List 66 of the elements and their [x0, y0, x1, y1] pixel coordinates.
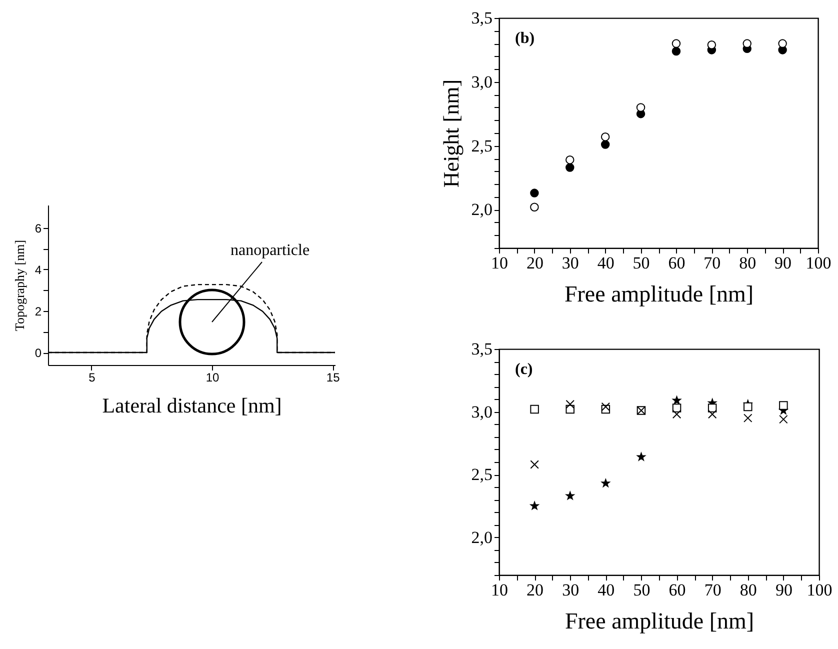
- y-tick-label: 0: [34, 346, 42, 360]
- x-axis-title: Free amplitude [nm]: [564, 608, 754, 634]
- y-tick-label: 2,0: [471, 200, 492, 220]
- x-tick-label: 15: [326, 370, 340, 384]
- point: [530, 188, 539, 198]
- point: [744, 402, 752, 412]
- y-tick-label: 2,5: [471, 465, 492, 484]
- x-tick-label: 80: [740, 580, 757, 600]
- x-axis-title: Free amplitude [nm]: [564, 282, 754, 306]
- point: [672, 46, 681, 56]
- y-axis-title: Height [nm]: [438, 79, 464, 188]
- point: [707, 40, 716, 50]
- point: [601, 478, 610, 487]
- point: [672, 410, 682, 419]
- point: [530, 404, 539, 414]
- x-tick-label: 5: [88, 370, 96, 384]
- x-tick-label: 30: [562, 254, 579, 272]
- point: [566, 163, 574, 172]
- point: [566, 400, 574, 409]
- annotation: nanoparticle: [230, 242, 310, 259]
- y-tick-label: 3,0: [471, 72, 492, 92]
- point: [600, 140, 610, 149]
- point: [672, 396, 681, 404]
- y-tick-label: 3,5: [471, 340, 492, 358]
- y-tick-label: 3,0: [471, 402, 492, 422]
- point: [779, 414, 788, 424]
- point: [742, 39, 752, 48]
- x-tick-label: 40: [598, 580, 615, 600]
- y-tick-label: 6: [34, 221, 42, 236]
- x-tick-label: 90: [775, 580, 792, 600]
- x-tick-label: 100: [806, 254, 832, 272]
- x-tick-label: 30: [562, 580, 580, 600]
- x-tick-label: 40: [597, 254, 614, 272]
- point: [708, 404, 717, 412]
- x-tick-label: 60: [668, 580, 686, 600]
- x-tick-label: 70: [704, 580, 722, 600]
- x-tick-label: 20: [526, 580, 544, 600]
- y-tick-label: 4: [34, 262, 42, 277]
- x-tick-label: 50: [632, 254, 650, 272]
- x-tick-label: 10: [206, 370, 220, 384]
- point: [530, 502, 539, 510]
- x-tick-label: 10: [491, 580, 508, 600]
- y-tick-label: 2,0: [471, 528, 492, 547]
- x-tick-label: 10: [491, 254, 508, 272]
- x-tick-label: 100: [806, 580, 832, 600]
- annotation: (b): [515, 30, 535, 47]
- point: [637, 452, 646, 461]
- y-tick-label: 2: [34, 304, 42, 318]
- x-tick-label: 70: [704, 254, 721, 272]
- x-tick-label: 50: [633, 580, 650, 600]
- point: [779, 401, 788, 410]
- point: [672, 404, 682, 412]
- point: [744, 414, 752, 422]
- y-tick-label: 3,5: [471, 8, 492, 28]
- annotation: (c): [515, 361, 533, 378]
- point: [530, 460, 539, 469]
- point: [708, 410, 717, 419]
- x-tick-label: 60: [668, 254, 686, 272]
- point: [566, 492, 574, 500]
- x-tick-label: 90: [774, 254, 792, 272]
- x-axis-title: Lateral distance [nm]: [102, 394, 282, 418]
- x-tick-label: 80: [739, 254, 756, 272]
- x-tick-label: 20: [526, 254, 544, 272]
- point: [601, 402, 610, 412]
- y-tick-label: 2,5: [471, 136, 492, 156]
- y-axis-title: Topography [nm]: [12, 240, 27, 332]
